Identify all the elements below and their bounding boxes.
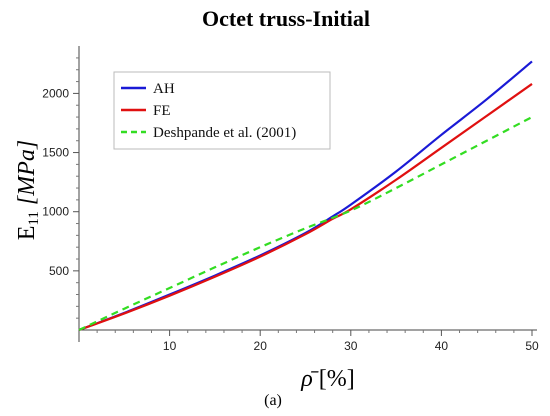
chart-title: Octet truss-Initial <box>202 6 370 31</box>
y-tick-label: 1000 <box>42 205 69 219</box>
y-tick-label: 1500 <box>42 146 69 160</box>
legend-box <box>113 71 331 150</box>
legend: AH FE Deshpande et al. (2001) <box>113 71 331 150</box>
tick-group: 10 20 30 40 50 500 1000 1500 2000 <box>42 57 539 353</box>
series-line-deshpande-et-al-2001 <box>78 116 533 331</box>
y-axis-label-unit: [MPa] <box>14 140 40 205</box>
series-line-fe <box>78 83 533 332</box>
x-axis-label-unit: [%] <box>319 366 355 392</box>
x-tick-label: 30 <box>344 339 358 353</box>
y-axis-label: E11 [MPa] <box>14 140 42 240</box>
x-axis-label: ρ̄ [%] <box>300 366 355 392</box>
y-axis-label-main: E <box>14 226 40 241</box>
x-tick-label: 20 <box>254 339 268 353</box>
x-tick-label: 10 <box>163 339 177 353</box>
figure-caption: (a) <box>264 392 282 409</box>
y-axis-label-sub: 11 <box>26 211 42 225</box>
y-tick-label: 500 <box>49 264 69 278</box>
legend-label-deshpande: Deshpande et al. (2001) <box>153 125 296 141</box>
y-tick-label: 2000 <box>42 86 69 100</box>
x-tick-label: 40 <box>435 339 449 353</box>
x-axis-label-symbol: ρ̄ <box>300 366 319 392</box>
axes <box>78 46 537 342</box>
series-layer <box>78 60 533 332</box>
legend-label-ah: AH <box>153 81 175 97</box>
legend-label-fe: FE <box>153 103 171 119</box>
x-tick-label: 50 <box>525 339 539 353</box>
